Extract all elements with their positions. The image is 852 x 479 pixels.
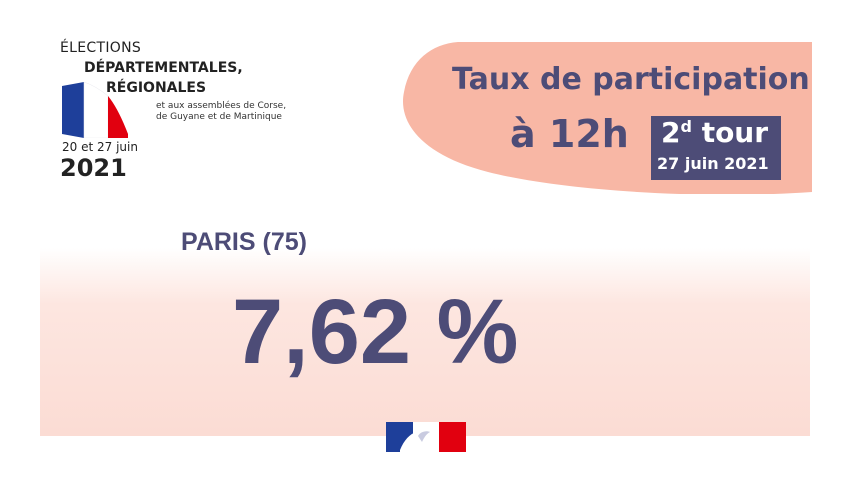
participation-rate: 7,62 % (232, 281, 519, 383)
city-label: PARIS (75) (181, 228, 307, 257)
french-flag-ribbon-icon (62, 82, 128, 138)
logo-dates: 20 et 27 juin (62, 140, 138, 154)
tour-suffix: d (680, 117, 692, 136)
tour-date: 27 juin 2021 (657, 154, 769, 173)
tour-badge: 2d tour 27 juin 2021 (651, 116, 781, 180)
city-name: PARIS (181, 228, 256, 256)
logo-line-elections: ÉLECTIONS (60, 40, 142, 56)
tour-word: tour (701, 116, 769, 149)
result-panel-background (40, 248, 810, 436)
department-code: (75) (262, 228, 307, 256)
logo-line-assemblees: et aux assemblées de Corse, de Guyane et… (156, 101, 316, 123)
logo-line-guyane: de Guyane et de Martinique (156, 112, 282, 122)
elections-logo: ÉLECTIONS DÉPARTEMENTALES, RÉGIONALES et… (60, 40, 300, 190)
tour-label: 2d tour (661, 116, 768, 149)
logo-line-departementales: DÉPARTEMENTALES, (84, 60, 243, 76)
tour-number: 2 (661, 116, 681, 149)
participation-time: à 12h (510, 112, 629, 156)
logo-year: 2021 (60, 154, 127, 182)
logo-line-corse: et aux assemblées de Corse, (156, 101, 287, 111)
participation-title: Taux de participation (452, 62, 810, 97)
republique-francaise-marianne-icon (386, 422, 466, 452)
logo-line-regionales: RÉGIONALES (106, 80, 207, 96)
